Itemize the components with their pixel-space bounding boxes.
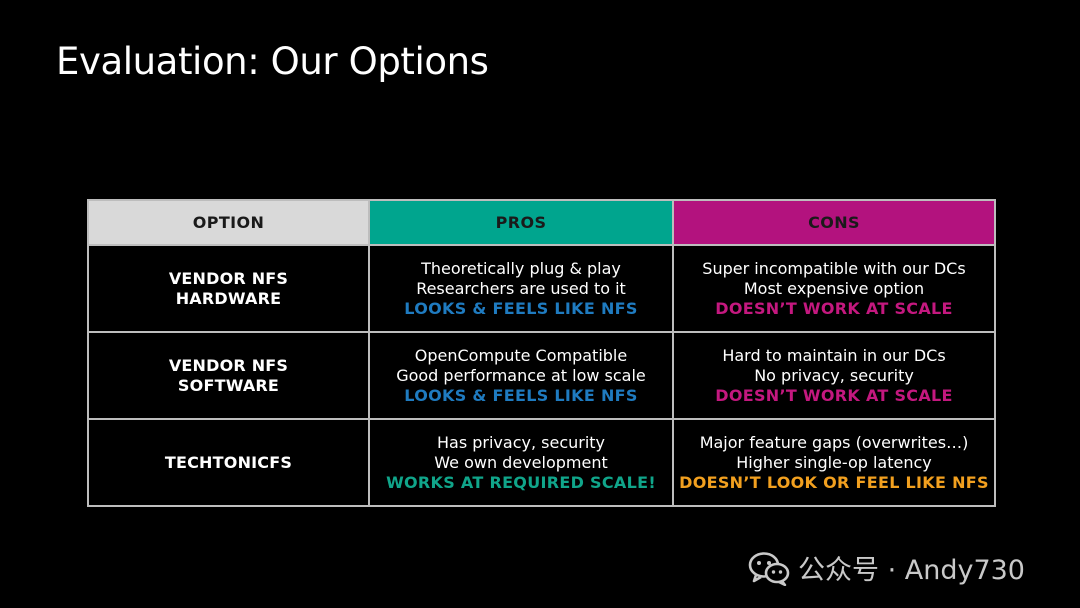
pros-item: OpenCompute Compatible (414, 345, 628, 365)
pros-item: Has privacy, security (436, 432, 606, 452)
table-row: VENDOR NFS HARDWARE Theoretically plug &… (87, 244, 996, 333)
pros-highlight: WORKS AT REQUIRED SCALE! (386, 472, 656, 492)
option-name-line: HARDWARE (175, 288, 282, 308)
wechat-icon (748, 551, 790, 586)
pros-item: We own development (434, 452, 608, 472)
cons-item: Higher single-op latency (736, 452, 932, 472)
header-option: OPTION (87, 199, 370, 246)
watermark: 公众号 · Andy730 (748, 548, 1025, 587)
cons-cell: Hard to maintain in our DCs No privacy, … (672, 331, 996, 420)
table-row: TECHTONICFS Has privacy, security We own… (87, 418, 996, 507)
cons-cell: Major feature gaps (overwrites…) Higher … (672, 418, 996, 507)
cons-item: No privacy, security (754, 365, 914, 385)
pros-item: Good performance at low scale (396, 365, 646, 385)
pros-cell: Theoretically plug & play Researchers ar… (368, 244, 674, 333)
options-table: OPTION PROS CONS VENDOR NFS HARDWARE The… (87, 199, 996, 507)
cons-item: Super incompatible with our DCs (702, 258, 966, 278)
pros-item: Researchers are used to it (416, 278, 626, 298)
cons-item: Major feature gaps (overwrites…) (699, 432, 969, 452)
option-name-line: VENDOR NFS (168, 355, 289, 375)
option-name-line: SOFTWARE (177, 375, 280, 395)
cons-cell: Super incompatible with our DCs Most exp… (672, 244, 996, 333)
option-name-cell: VENDOR NFS HARDWARE (87, 244, 370, 333)
option-name-cell: TECHTONICFS (87, 418, 370, 507)
cons-highlight: DOESN’T WORK AT SCALE (715, 385, 953, 405)
pros-cell: Has privacy, security We own development… (368, 418, 674, 507)
pros-cell: OpenCompute Compatible Good performance … (368, 331, 674, 420)
option-name-line: TECHTONICFS (164, 452, 293, 472)
pros-item: Theoretically plug & play (421, 258, 621, 278)
cons-highlight: DOESN’T LOOK OR FEEL LIKE NFS (679, 472, 989, 492)
table-row: VENDOR NFS SOFTWARE OpenCompute Compatib… (87, 331, 996, 420)
cons-highlight: DOESN’T WORK AT SCALE (715, 298, 953, 318)
cons-item: Most expensive option (743, 278, 925, 298)
option-name-cell: VENDOR NFS SOFTWARE (87, 331, 370, 420)
cons-item: Hard to maintain in our DCs (722, 345, 946, 365)
table-header-row: OPTION PROS CONS (87, 199, 996, 246)
pros-highlight: LOOKS & FEELS LIKE NFS (404, 385, 638, 405)
watermark-text: 公众号 · Andy730 (798, 555, 1025, 586)
option-name-line: VENDOR NFS (168, 268, 289, 288)
pros-highlight: LOOKS & FEELS LIKE NFS (404, 298, 638, 318)
slide-title: Evaluation: Our Options (56, 40, 489, 83)
header-cons: CONS (672, 199, 996, 246)
header-pros: PROS (368, 199, 674, 246)
